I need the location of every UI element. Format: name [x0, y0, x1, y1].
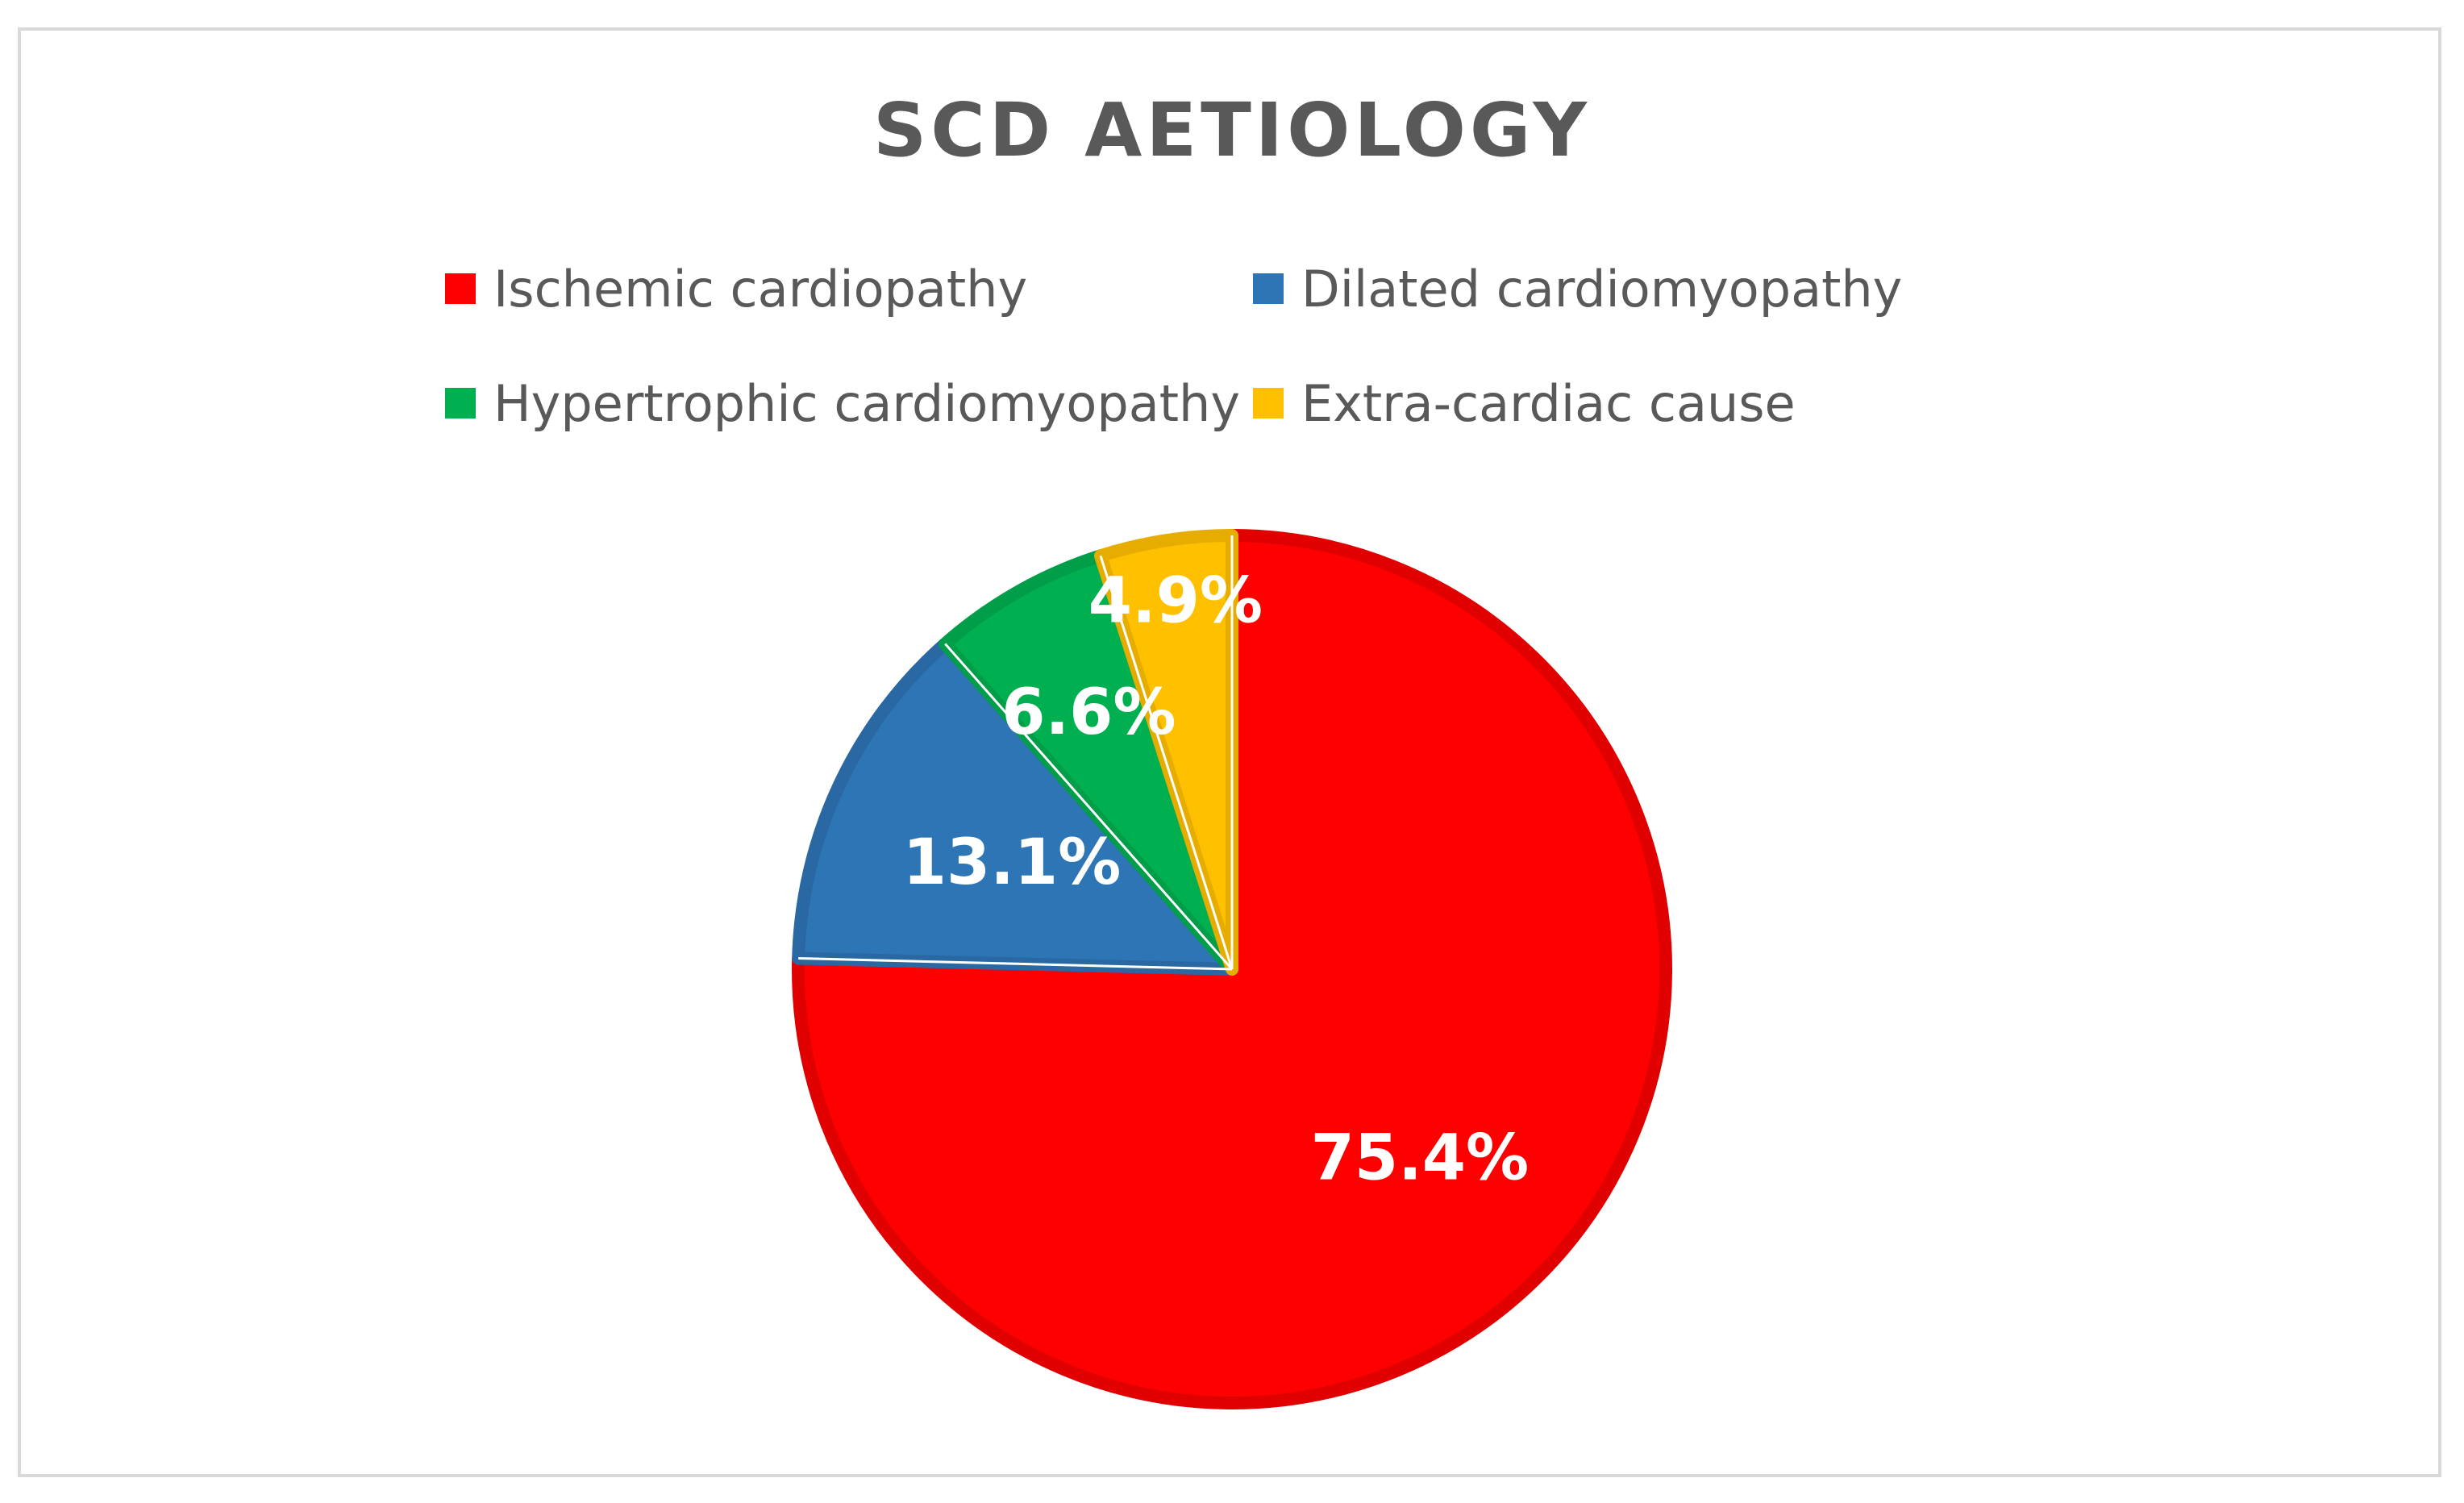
- legend-swatch-hypertrophic: [445, 388, 476, 418]
- chart-title: SCD AETIOLOGY: [872, 87, 1592, 173]
- legend-label-ischemic: Ischemic cardiopathy: [493, 259, 1028, 319]
- legend-label-extracardiac: Extra-cardiac cause: [1301, 373, 1796, 433]
- pie-slice-hypertrophic: [939, 549, 1238, 976]
- pie-label-dilated: 13.1%: [903, 826, 1122, 899]
- pie-slices: [792, 529, 1672, 1409]
- legend-swatch-dilated: [1253, 273, 1284, 304]
- pie-slice-extracardiac: [1093, 529, 1238, 976]
- pie-separator: [798, 956, 1233, 971]
- chart-legend: Ischemic cardiopathy Dilated cardiomyopa…: [445, 256, 2058, 466]
- legend-item-dilated: Dilated cardiomyopathy: [1253, 256, 1902, 321]
- legend-item-extracardiac: Extra-cardiac cause: [1253, 371, 1796, 435]
- legend-label-hypertrophic: Hypertrophic cardiomyopathy: [493, 373, 1241, 433]
- pie-label-extracardiac: 4.9%: [1088, 565, 1263, 638]
- pie-separator: [944, 643, 1234, 970]
- pie-labels: 75.4% 13.1% 6.6% 4.9%: [903, 565, 1530, 1195]
- legend-item-hypertrophic: Hypertrophic cardiomyopathy: [445, 371, 1240, 435]
- legend-item-ischemic: Ischemic cardiopathy: [445, 256, 1027, 321]
- pie-separator: [1099, 555, 1234, 970]
- legend-label-dilated: Dilated cardiomyopathy: [1301, 259, 1903, 319]
- pie-slice-dilated: [792, 637, 1238, 976]
- legend-swatch-ischemic: [445, 273, 476, 304]
- pie-label-ischemic: 75.4%: [1311, 1122, 1530, 1194]
- pie-label-hypertrophic: 6.6%: [1001, 677, 1176, 749]
- legend-swatch-extracardiac: [1253, 388, 1284, 418]
